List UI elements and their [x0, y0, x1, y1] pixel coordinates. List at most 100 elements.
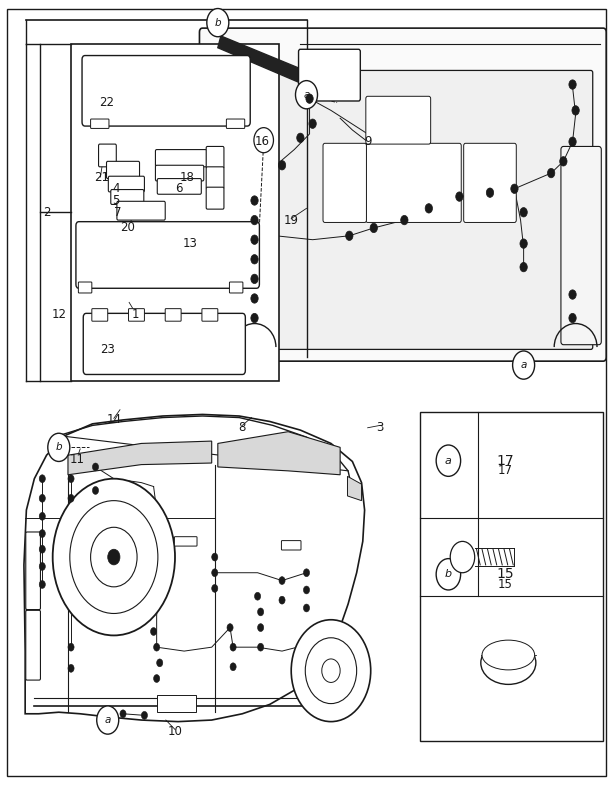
FancyBboxPatch shape: [158, 178, 201, 194]
FancyBboxPatch shape: [26, 532, 40, 610]
FancyBboxPatch shape: [561, 147, 601, 345]
Circle shape: [93, 463, 99, 471]
FancyBboxPatch shape: [78, 282, 92, 293]
Circle shape: [68, 475, 74, 483]
Circle shape: [257, 643, 264, 651]
Text: 12: 12: [51, 308, 66, 320]
Circle shape: [309, 119, 316, 129]
FancyBboxPatch shape: [206, 167, 224, 188]
FancyBboxPatch shape: [206, 187, 224, 209]
Circle shape: [108, 550, 120, 565]
Circle shape: [154, 643, 160, 651]
Circle shape: [154, 674, 160, 682]
Circle shape: [251, 274, 258, 283]
Circle shape: [436, 559, 460, 590]
Circle shape: [306, 94, 313, 104]
FancyBboxPatch shape: [71, 44, 279, 381]
Circle shape: [151, 627, 157, 635]
Polygon shape: [218, 432, 340, 475]
Circle shape: [142, 711, 148, 719]
Circle shape: [48, 433, 70, 462]
Circle shape: [569, 313, 576, 323]
Text: 17: 17: [498, 465, 512, 477]
FancyBboxPatch shape: [129, 309, 145, 321]
Text: b: b: [445, 569, 452, 579]
Text: 14: 14: [106, 414, 121, 426]
Circle shape: [436, 445, 460, 476]
Text: 8: 8: [238, 422, 246, 434]
Text: 18: 18: [180, 170, 195, 184]
Text: 15: 15: [497, 568, 514, 582]
Circle shape: [39, 475, 45, 483]
Text: 15: 15: [498, 578, 512, 591]
Circle shape: [303, 569, 310, 577]
FancyBboxPatch shape: [463, 144, 516, 222]
Circle shape: [257, 623, 264, 631]
Text: 9: 9: [364, 135, 371, 148]
FancyBboxPatch shape: [111, 189, 144, 204]
Circle shape: [251, 313, 258, 323]
Circle shape: [322, 659, 340, 682]
Circle shape: [560, 157, 567, 166]
Polygon shape: [68, 441, 211, 475]
Circle shape: [227, 623, 233, 631]
Circle shape: [295, 81, 318, 109]
FancyBboxPatch shape: [92, 309, 108, 321]
Text: 2: 2: [43, 206, 50, 219]
Circle shape: [370, 223, 378, 232]
Circle shape: [455, 192, 463, 201]
FancyBboxPatch shape: [199, 28, 606, 361]
Circle shape: [93, 487, 99, 495]
Text: 13: 13: [183, 237, 198, 250]
Circle shape: [211, 585, 218, 593]
FancyBboxPatch shape: [323, 144, 367, 222]
Circle shape: [291, 619, 371, 721]
Text: a: a: [520, 360, 527, 370]
FancyBboxPatch shape: [107, 162, 140, 178]
FancyBboxPatch shape: [206, 147, 224, 169]
FancyBboxPatch shape: [174, 537, 197, 546]
Polygon shape: [24, 414, 365, 721]
Circle shape: [254, 128, 273, 153]
FancyBboxPatch shape: [202, 309, 218, 321]
Circle shape: [254, 593, 261, 601]
Text: 4: 4: [112, 182, 120, 195]
Text: 5: 5: [112, 194, 120, 207]
FancyBboxPatch shape: [99, 144, 116, 167]
Text: 21: 21: [94, 170, 109, 184]
Circle shape: [303, 586, 310, 594]
Circle shape: [230, 643, 236, 651]
Circle shape: [39, 530, 45, 538]
Circle shape: [251, 294, 258, 303]
Circle shape: [279, 597, 285, 604]
Circle shape: [569, 137, 576, 147]
FancyBboxPatch shape: [229, 282, 243, 293]
FancyBboxPatch shape: [7, 9, 606, 776]
Circle shape: [39, 563, 45, 571]
Text: 20: 20: [121, 221, 135, 235]
Circle shape: [97, 706, 119, 734]
FancyBboxPatch shape: [281, 541, 301, 550]
Circle shape: [569, 80, 576, 89]
FancyBboxPatch shape: [117, 201, 166, 220]
Circle shape: [450, 542, 474, 573]
Polygon shape: [348, 476, 362, 501]
FancyBboxPatch shape: [82, 56, 250, 126]
Circle shape: [512, 351, 535, 379]
Text: 17: 17: [497, 454, 514, 468]
Circle shape: [305, 637, 357, 703]
Circle shape: [257, 608, 264, 615]
Circle shape: [251, 254, 258, 264]
Text: 1: 1: [132, 308, 139, 320]
Circle shape: [68, 495, 74, 502]
Text: b: b: [56, 443, 62, 452]
Polygon shape: [218, 36, 306, 83]
Text: 19: 19: [284, 214, 299, 227]
FancyBboxPatch shape: [226, 119, 245, 129]
FancyBboxPatch shape: [109, 176, 145, 192]
Circle shape: [68, 643, 74, 651]
Circle shape: [303, 604, 310, 612]
FancyBboxPatch shape: [26, 611, 40, 680]
FancyBboxPatch shape: [91, 119, 109, 129]
Circle shape: [120, 710, 126, 717]
